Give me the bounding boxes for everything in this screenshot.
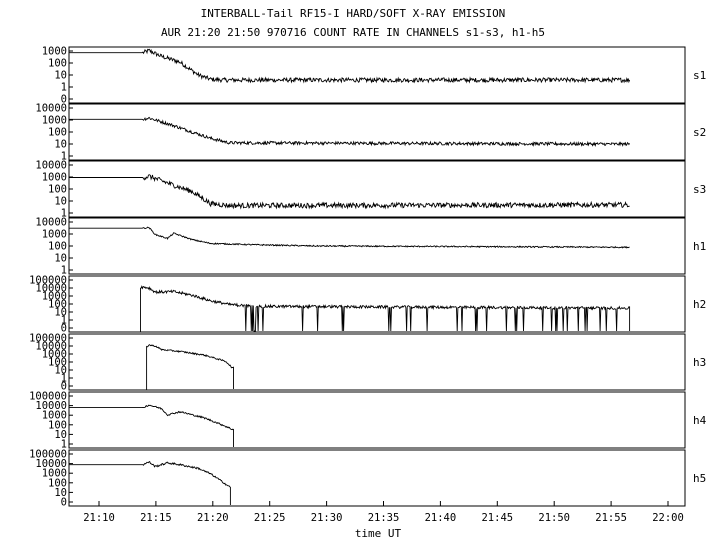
- y-tick-label: 100: [48, 299, 67, 311]
- y-tick-label: 0: [61, 381, 67, 393]
- y-tick-label: 100: [48, 357, 67, 369]
- x-tick-label: 21:50: [538, 512, 570, 524]
- y-tick-label: 1: [61, 439, 67, 451]
- x-tick-label: 21:20: [197, 512, 229, 524]
- x-tick-label: 21:40: [425, 512, 457, 524]
- channel-label: h3: [693, 356, 706, 369]
- y-tick-label: 10000: [35, 217, 67, 229]
- y-tick-label: 10: [54, 253, 67, 265]
- channel-label: h1: [693, 240, 706, 253]
- x-tick-label: 21:35: [368, 512, 400, 524]
- y-tick-label: 10000: [35, 160, 67, 172]
- x-tick-label: 21:55: [595, 512, 627, 524]
- y-tick-label: 10000: [35, 400, 67, 412]
- y-tick-label: 10000: [35, 283, 67, 295]
- channel-label: s2: [693, 126, 706, 139]
- y-tick-label: 100: [48, 184, 67, 196]
- y-tick-label: 10000: [35, 458, 67, 470]
- panels: 10001001010s1100001000100101s21000010001…: [29, 46, 707, 509]
- series-s3: [69, 174, 630, 210]
- series-h2: [140, 285, 631, 332]
- y-tick-label: 1000: [42, 229, 67, 241]
- y-tick-label: 0: [61, 94, 67, 106]
- y-tick-label: 1000: [42, 115, 67, 127]
- y-tick-label: 1000: [42, 410, 67, 422]
- y-tick-label: 100000: [29, 333, 67, 345]
- y-tick-label: 10000: [35, 103, 67, 115]
- channel-label: s1: [693, 69, 706, 82]
- y-tick-label: 100: [48, 127, 67, 139]
- y-tick-label: 1: [61, 151, 67, 163]
- y-tick-label: 10: [54, 196, 67, 208]
- x-axis-label: time UT: [355, 527, 402, 540]
- series-s2: [69, 116, 630, 147]
- channel-label: s3: [693, 183, 706, 196]
- y-tick-label: 1: [61, 208, 67, 220]
- panel-frame: [68, 391, 686, 449]
- y-tick-label: 1: [61, 373, 67, 385]
- y-tick-label: 10: [54, 70, 67, 82]
- series-h1: [69, 226, 630, 249]
- panel-frame: [68, 275, 686, 333]
- channel-label: h5: [693, 472, 706, 485]
- y-tick-label: 100000: [29, 449, 67, 461]
- y-tick-label: 10000: [35, 341, 67, 353]
- panel-frame: [68, 333, 686, 391]
- y-tick-label: 0: [61, 497, 67, 509]
- y-tick-label: 100: [48, 58, 67, 70]
- x-tick-label: 22:00: [652, 512, 684, 524]
- y-tick-label: 100: [48, 477, 67, 489]
- series-h4: [69, 404, 234, 447]
- y-tick-label: 1: [61, 265, 67, 277]
- y-tick-label: 10: [54, 365, 67, 377]
- x-tick-label: 21:45: [481, 512, 513, 524]
- series-h3: [146, 344, 234, 390]
- y-tick-label: 10: [54, 429, 67, 441]
- x-axis: 21:10 21:15 21:20 21:25 21:30 21:35 21:40 21:45…: [83, 501, 684, 524]
- chart-title: INTERBALL-Tail RF15-I HARD/SOFT X-RAY EM…: [201, 7, 506, 20]
- y-tick-label: 10: [54, 307, 67, 319]
- channel-label: h2: [693, 298, 706, 311]
- y-tick-label: 10: [54, 139, 67, 151]
- y-tick-label: 10: [54, 487, 67, 499]
- panel-frame: [68, 160, 686, 218]
- x-tick-label: 21:30: [311, 512, 343, 524]
- y-tick-label: 100000: [29, 391, 67, 403]
- y-tick-label: 1: [61, 82, 67, 94]
- channel-label: h4: [693, 414, 707, 427]
- y-tick-label: 1000: [42, 291, 67, 303]
- chart-subtitle: AUR 21:20 21:50 970716 COUNT RATE IN CHA…: [161, 26, 545, 39]
- y-tick-label: 0: [61, 323, 67, 335]
- y-tick-label: 1000: [42, 468, 67, 480]
- y-tick-label: 1000: [42, 46, 67, 58]
- series-h5: [69, 461, 231, 505]
- x-tick-label: 21:15: [140, 512, 172, 524]
- y-tick-label: 1000: [42, 172, 67, 184]
- x-tick-label: 21:10: [83, 512, 115, 524]
- series-s1: [69, 48, 631, 84]
- y-tick-label: 1000: [42, 349, 67, 361]
- panel-frame: [68, 449, 686, 507]
- x-tick-label: 21:25: [254, 512, 286, 524]
- y-tick-label: 100: [48, 241, 67, 253]
- y-tick-label: 100000: [29, 275, 67, 287]
- y-tick-label: 1: [61, 315, 67, 327]
- y-tick-label: 100: [48, 419, 67, 431]
- panel-frame: [68, 103, 686, 161]
